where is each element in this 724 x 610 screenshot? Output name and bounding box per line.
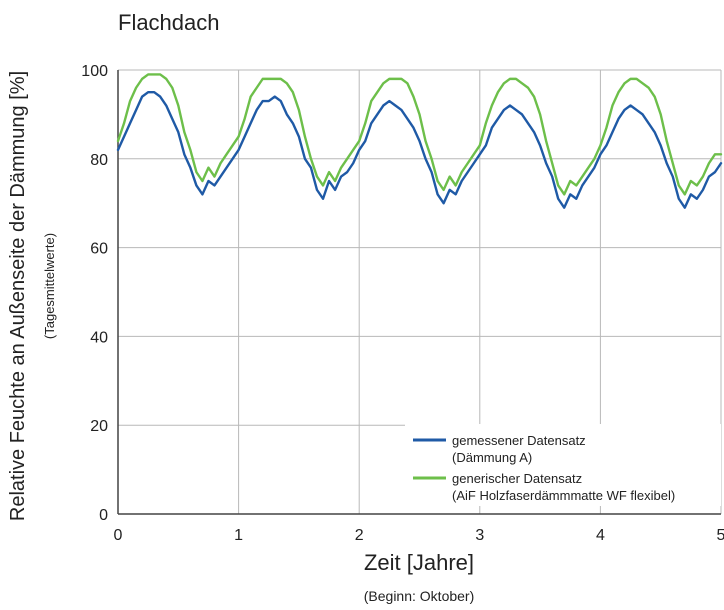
series-layer (116, 73, 723, 209)
x-tick-label: 2 (355, 527, 364, 544)
x-tick-label: 0 (114, 527, 123, 544)
legend-entry-measured-sub: (Dämmung A) (452, 450, 532, 465)
x-tick-label: 1 (234, 527, 243, 544)
y-tick-label: 40 (90, 329, 108, 346)
y-axis-title: Relative Feuchte an Außenseite der Dämmu… (7, 71, 29, 521)
y-tick-label: 80 (90, 152, 108, 169)
legend: gemessener Datensatz (Dämmung A) generis… (405, 424, 721, 506)
y-tick-label: 60 (90, 241, 108, 258)
y-tick-label: 0 (99, 507, 108, 524)
legend-background (405, 424, 721, 506)
y-tick-label: 20 (90, 418, 108, 435)
legend-entry-generic: generischer Datensatz (452, 471, 582, 486)
series-line-generic (116, 73, 723, 196)
series-line-measured (116, 90, 723, 209)
y-axis-subtitle: (Tagesmittelwerte) (42, 233, 57, 339)
legend-entry-measured: gemessener Datensatz (452, 433, 586, 448)
axis-layer: 0 1 2 3 4 5 0 20 40 60 80 100 (81, 63, 724, 544)
legend-entry-generic-sub: (AiF Holzfaserdämmmatte WF flexibel) (452, 488, 675, 503)
y-tick-label: 100 (81, 63, 108, 80)
x-axis-subtitle: (Beginn: Oktober) (364, 588, 475, 604)
x-tick-label: 5 (717, 527, 724, 544)
x-tick-label: 4 (596, 527, 605, 544)
x-tick-label: 3 (475, 527, 484, 544)
x-axis-title: Zeit [Jahre] (364, 550, 474, 575)
chart-title: Flachdach (118, 10, 220, 35)
